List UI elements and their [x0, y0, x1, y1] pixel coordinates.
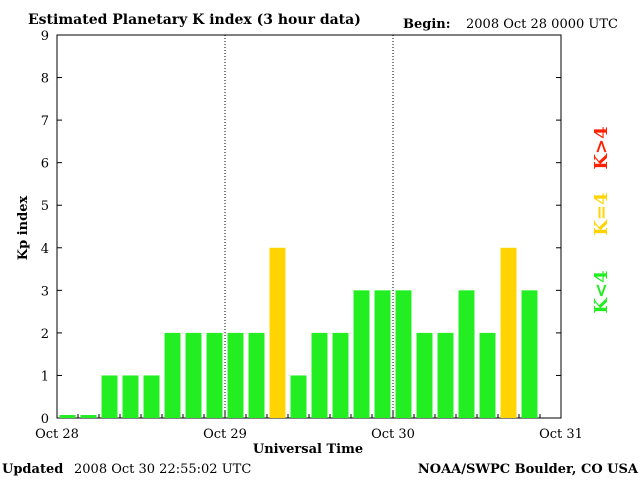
legend-item: K>4	[591, 126, 612, 169]
kp-bar	[311, 332, 328, 418]
updated-label: Updated	[2, 462, 63, 477]
y-tick-label: 6	[41, 157, 49, 172]
legend: K<4 K=4 K>4	[591, 126, 612, 313]
y-tick-label: 9	[41, 29, 49, 44]
begin-value: 2008 Oct 28 0000 UTC	[466, 17, 618, 32]
begin-label: Begin:	[403, 17, 451, 32]
y-tick-label: 2	[41, 327, 49, 342]
x-tick-label: Oct 31	[539, 427, 583, 442]
kp-bar	[395, 290, 412, 418]
kp-bar	[185, 332, 202, 418]
kp-bar	[122, 375, 139, 418]
y-tick-label: 7	[41, 114, 49, 129]
x-axis-label: Universal Time	[253, 442, 363, 457]
kp-bar	[248, 332, 265, 418]
kp-bar	[332, 332, 349, 418]
kp-bar	[479, 332, 496, 418]
kp-bar	[164, 332, 181, 418]
y-tick-label: 0	[41, 412, 49, 427]
x-tick-label: Oct 29	[203, 427, 247, 442]
y-tick-label: 5	[41, 199, 49, 214]
legend-item: K=4	[591, 192, 612, 235]
kp-bar	[416, 332, 433, 418]
kp-bar	[290, 375, 307, 418]
kp-bar	[269, 247, 286, 418]
kp-bar	[500, 247, 517, 418]
y-tick-label: 1	[41, 369, 49, 384]
plot-area: 0 1 2 3 4 5 6 7 8 9 Oct 28 Oct 29 Oct 30 Oct 31	[35, 29, 583, 442]
kp-bar	[227, 332, 244, 418]
kp-bar	[521, 290, 538, 418]
kp-bar	[458, 290, 475, 418]
kp-bar	[143, 375, 160, 418]
x-tick-label: Oct 30	[371, 427, 415, 442]
kp-bar	[101, 375, 118, 418]
source-credit: NOAA/SWPC Boulder, CO USA	[418, 462, 639, 477]
kp-bar	[206, 332, 223, 418]
legend-item: K<4	[591, 270, 612, 313]
y-tick-label: 8	[41, 72, 49, 87]
kp-bar	[59, 415, 76, 418]
updated-value: 2008 Oct 30 22:55:02 UTC	[74, 462, 251, 477]
y-axis-label: Kp index	[16, 196, 31, 261]
kp-bar	[437, 332, 454, 418]
y-tick-label: 4	[41, 242, 49, 257]
y-tick-label: 3	[41, 284, 49, 299]
kp-bar	[353, 290, 370, 418]
kp-bar	[80, 415, 97, 418]
chart-title: Estimated Planetary K index (3 hour data…	[28, 12, 361, 28]
x-tick-label: Oct 28	[35, 427, 79, 442]
kp-bar	[374, 290, 391, 418]
